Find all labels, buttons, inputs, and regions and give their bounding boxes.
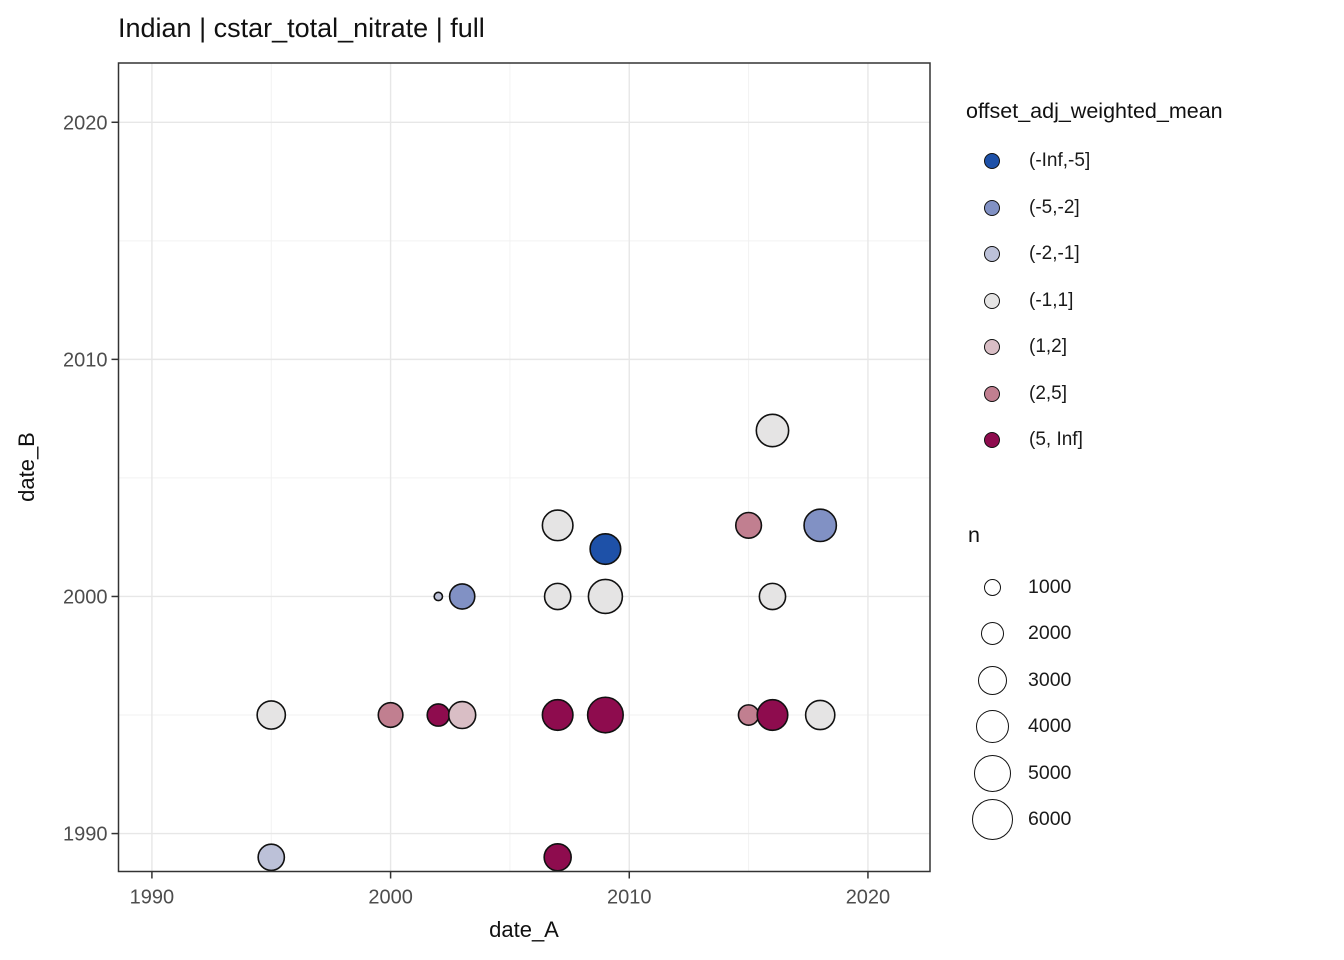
panel-background: [118, 63, 930, 872]
data-point: [758, 582, 787, 611]
size-key-cell: [970, 705, 1014, 749]
size-key-circle-icon: [973, 754, 1011, 792]
data-point: [755, 413, 790, 448]
size-key-circle-icon: [971, 799, 1013, 841]
data-point: [543, 582, 572, 611]
size-key-circle-icon: [975, 710, 1009, 744]
color-legend-label: (1,2]: [1029, 336, 1068, 358]
legend-swatch-icon: [984, 199, 1000, 216]
color-legend-item: (-5,-2]: [965, 185, 1335, 232]
size-legend-item: 6000: [965, 797, 1335, 844]
size-key-cell: [970, 798, 1014, 842]
x-axis-title: date_A: [489, 917, 559, 942]
data-point: [737, 704, 760, 726]
data-point: [587, 578, 624, 615]
y-axis-title: date_B: [14, 432, 39, 502]
color-legend-label: (-Inf,-5]: [1029, 150, 1091, 172]
color-legend-item: (2,5]: [965, 371, 1335, 418]
data-point: [377, 701, 404, 729]
legend-swatch-icon: [984, 385, 1000, 402]
size-legend-label: 1000: [1028, 575, 1072, 598]
color-legend-label: (-1,1]: [1029, 289, 1074, 311]
size-legend: 1000 2000 3000 4000 5000 6000: [965, 564, 1335, 843]
x-tick-label: 2020: [846, 887, 891, 909]
color-legend-item: (5, Inf]: [965, 417, 1335, 464]
color-legend-label: (2,5]: [1029, 382, 1068, 404]
data-point: [433, 591, 444, 602]
data-point: [257, 843, 286, 872]
y-tick-label: 2010: [63, 349, 108, 371]
x-tick-label: 1990: [130, 887, 175, 909]
data-point: [586, 696, 624, 734]
legend-swatch-icon: [984, 339, 1000, 356]
data-point: [541, 509, 574, 542]
x-tick-label: 2010: [607, 887, 652, 909]
size-key-circle-icon: [980, 622, 1004, 646]
color-legend-label: (-2,-1]: [1029, 243, 1080, 265]
x-tick-label: 2000: [368, 887, 413, 909]
data-point: [447, 700, 477, 730]
size-legend-label: 3000: [1028, 668, 1072, 691]
size-legend-item: 2000: [965, 611, 1335, 658]
color-legend-title: offset_adj_weighted_mean: [966, 99, 1223, 123]
data-point: [804, 699, 836, 731]
color-legend-label: (-5,-2]: [1029, 196, 1080, 218]
data-point: [589, 532, 622, 566]
size-legend-item: 4000: [965, 704, 1335, 751]
size-legend-label: 5000: [1028, 761, 1072, 784]
size-key-cell: [970, 565, 1014, 609]
data-point: [543, 842, 572, 872]
color-legend-item: (-1,1]: [965, 278, 1335, 325]
size-key-cell: [970, 612, 1014, 656]
legend-swatch-icon: [984, 153, 1000, 170]
size-key-cell: [970, 751, 1014, 795]
y-tick-label: 2020: [63, 112, 108, 134]
data-point: [541, 698, 574, 732]
size-legend-item: 1000: [965, 564, 1335, 611]
size-legend-label: 4000: [1028, 715, 1072, 738]
data-point: [734, 511, 763, 539]
size-legend-label: 2000: [1028, 622, 1072, 645]
legend-swatch-icon: [984, 432, 1000, 449]
color-legend-item: (-2,-1]: [965, 231, 1335, 278]
panel-border: [117, 62, 931, 873]
y-tick-label: 2000: [63, 586, 108, 608]
size-legend-item: 5000: [965, 750, 1335, 797]
data-point: [803, 508, 838, 543]
data-point: [256, 700, 287, 730]
y-tick-label: 1990: [63, 824, 108, 846]
data-point: [448, 583, 476, 610]
data-point: [756, 698, 789, 732]
size-key-cell: [970, 658, 1014, 702]
legend-swatch-icon: [984, 246, 1000, 263]
color-legend-label: (5, Inf]: [1029, 429, 1083, 451]
chart-title: Indian | cstar_total_nitrate | full: [118, 13, 485, 43]
color-legend-item: (-Inf,-5]: [965, 138, 1335, 185]
size-legend-item: 3000: [965, 657, 1335, 704]
color-legend-item: (1,2]: [965, 324, 1335, 371]
color-legend: (-Inf,-5] (-5,-2] (-2,-1] (-1,1] (1,2] (2,5] (…: [965, 138, 1335, 464]
legend-swatch-icon: [984, 292, 1000, 309]
size-legend-title: n: [968, 523, 980, 547]
data-point: [426, 703, 451, 727]
size-key-circle-icon: [983, 578, 1001, 596]
size-legend-label: 6000: [1028, 808, 1072, 831]
size-key-circle-icon: [977, 665, 1007, 695]
